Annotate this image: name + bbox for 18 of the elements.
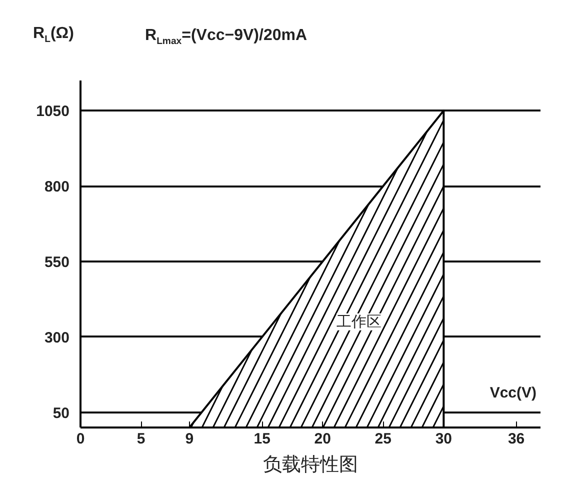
y-tick-label: 550 (44, 254, 70, 272)
y-tick-label: 50 (52, 404, 70, 422)
x-axis-title: Vcc(V) (490, 384, 537, 402)
x-tick-label: 25 (374, 430, 392, 448)
text: 负载特性图 (263, 454, 358, 476)
y-tick-label: 1050 (36, 103, 70, 120)
x-tick-label: 9 (185, 430, 194, 448)
text: R$_{Lmax}$=(Vcc−9V)/20mA (145, 26, 308, 49)
x-tick-label: 5 (136, 430, 146, 448)
y-tick-label: 300 (44, 329, 70, 346)
x-tick-label: 20 (314, 430, 331, 448)
y-tick-label: 800 (44, 178, 70, 196)
annotation: 工作区 (336, 313, 382, 330)
x-tick-label: 30 (435, 430, 452, 448)
x-tick-label: 15 (254, 430, 270, 448)
y-axis-title: R$_{L}$(Ω) (33, 24, 74, 47)
x-tick-label: 0 (76, 430, 85, 448)
x-tick-label: 36 (508, 430, 525, 448)
